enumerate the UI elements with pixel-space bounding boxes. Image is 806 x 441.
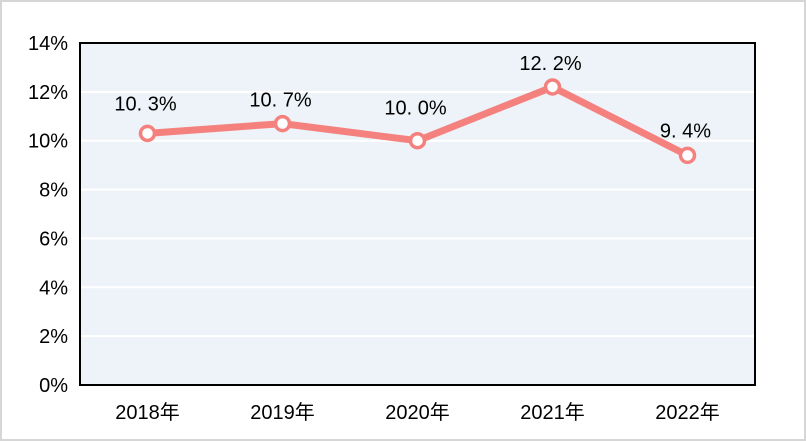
plot-border <box>79 42 756 386</box>
data-point-marker <box>408 131 427 150</box>
y-axis-tick-label: 6% <box>39 228 68 250</box>
y-axis-tick-label: 14% <box>28 33 68 55</box>
y-axis-tick-label: 0% <box>39 375 68 397</box>
data-point-label: 10. 3% <box>114 93 176 115</box>
data-point-marker <box>138 124 157 143</box>
y-axis-tick-label: 12% <box>28 82 68 104</box>
data-point-label: 10. 7% <box>249 90 311 112</box>
x-axis-tick-label: 2020年 <box>385 401 450 424</box>
data-point-marker <box>273 114 292 133</box>
y-axis-tick-label: 10% <box>28 131 68 153</box>
x-axis-tick-label: 2019年 <box>250 401 315 424</box>
data-point-label: 12. 2% <box>519 53 581 75</box>
y-axis-tick-label: 2% <box>39 326 68 348</box>
y-axis-tick-label: 4% <box>39 277 68 299</box>
x-axis-tick-label: 2022年 <box>655 401 720 424</box>
x-axis-tick-label: 2021年 <box>520 401 585 424</box>
data-point-marker <box>543 78 562 96</box>
y-axis-tick-label: 8% <box>39 180 68 202</box>
data-point-label: 9. 4% <box>660 120 711 142</box>
plot-area <box>80 43 755 385</box>
data-point-label: 10. 0% <box>384 98 446 120</box>
data-point-marker <box>678 146 697 165</box>
x-axis-tick-label: 2018年 <box>115 401 180 424</box>
